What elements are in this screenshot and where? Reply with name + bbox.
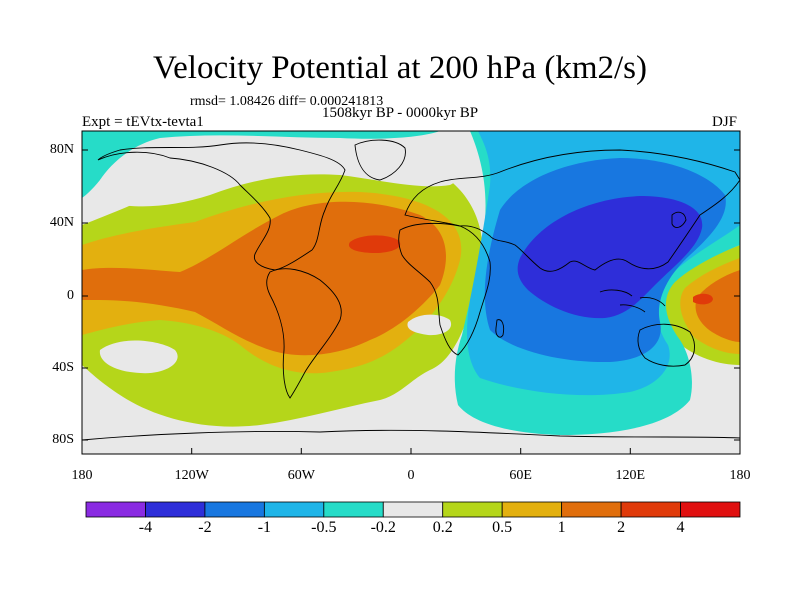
japan-coast bbox=[671, 211, 687, 228]
west-pacific-positive-max bbox=[693, 293, 713, 305]
colorbar-swatch bbox=[680, 501, 741, 518]
coastlines bbox=[82, 139, 740, 441]
lon-label-120w: 120W bbox=[174, 468, 209, 483]
experiment-label: Expt = tEVtx-tevta1 bbox=[82, 114, 204, 130]
colorbar-swatch bbox=[145, 501, 206, 518]
colorbar-label: 2 bbox=[617, 519, 626, 536]
map-title: Velocity Potential at 200 hPa (km2/s) bbox=[152, 50, 648, 86]
antarctica-coast bbox=[82, 429, 740, 441]
lon-label-180w: 180 bbox=[71, 468, 93, 483]
lon-label-60w: 60W bbox=[287, 468, 315, 483]
colorbar-label: -0.2 bbox=[370, 519, 396, 536]
colorbar-label: -4 bbox=[138, 519, 153, 536]
colorbar-swatch bbox=[501, 501, 563, 518]
colorbar-swatch bbox=[442, 501, 503, 518]
positive-max-region bbox=[348, 235, 401, 253]
colorbar-swatch bbox=[620, 501, 681, 518]
colorbar-label: 0.5 bbox=[492, 519, 513, 536]
atlantic-neutral-patch bbox=[407, 314, 452, 336]
lat-label-40s: 40S bbox=[52, 360, 74, 375]
negative-max-region bbox=[517, 196, 703, 319]
lon-label-120e: 120E bbox=[615, 468, 646, 483]
greenland-coast bbox=[354, 139, 406, 181]
colorbar-label: -0.5 bbox=[311, 519, 337, 536]
colorbar-swatch bbox=[382, 501, 444, 518]
colorbar-swatch bbox=[263, 501, 325, 518]
africa-coast bbox=[398, 222, 491, 356]
lon-label-180e: 180 bbox=[729, 468, 751, 483]
north-america-coast bbox=[97, 142, 346, 271]
lon-label-0: 0 bbox=[407, 468, 415, 483]
madagascar-coast bbox=[495, 319, 505, 338]
time-period: 1508kyr BP - 0000kyr BP bbox=[322, 105, 479, 121]
colorbar bbox=[85, 501, 741, 518]
colorbar-label: 1 bbox=[557, 519, 566, 536]
lat-label-80n: 80N bbox=[49, 142, 74, 157]
colorbar-swatch bbox=[323, 501, 384, 518]
colorbar-swatch bbox=[204, 501, 265, 518]
lon-ticks bbox=[81, 448, 741, 454]
lat-label-40n: 40N bbox=[49, 215, 74, 230]
lon-label-60e: 60E bbox=[509, 468, 532, 483]
west-pacific-positive-strong bbox=[695, 270, 740, 342]
lat-ticks bbox=[82, 149, 740, 441]
colorbar-swatch bbox=[85, 501, 146, 518]
arctic-neutral-band bbox=[100, 140, 466, 207]
eurasia-coast bbox=[404, 149, 740, 272]
colorbar-label: -1 bbox=[257, 519, 272, 536]
lat-label-80s: 80S bbox=[52, 432, 74, 447]
colorbar-label: 4 bbox=[676, 519, 685, 536]
positive-weak-south-pacific bbox=[99, 340, 178, 374]
indonesia-islands bbox=[599, 289, 666, 313]
australia-coast bbox=[637, 323, 696, 367]
south-america-coast bbox=[266, 268, 342, 399]
colorbar-label: 0.2 bbox=[432, 519, 453, 536]
contour-field bbox=[82, 131, 740, 454]
rmsd-diff-stats: rmsd= 1.08426 diff= 0.000241813 bbox=[190, 94, 384, 109]
season-label: DJF bbox=[712, 114, 738, 130]
lat-label-0: 0 bbox=[67, 288, 74, 303]
colorbar-swatch bbox=[561, 501, 622, 518]
arctic-negative-patch bbox=[82, 131, 440, 198]
colorbar-label: -2 bbox=[198, 519, 212, 536]
